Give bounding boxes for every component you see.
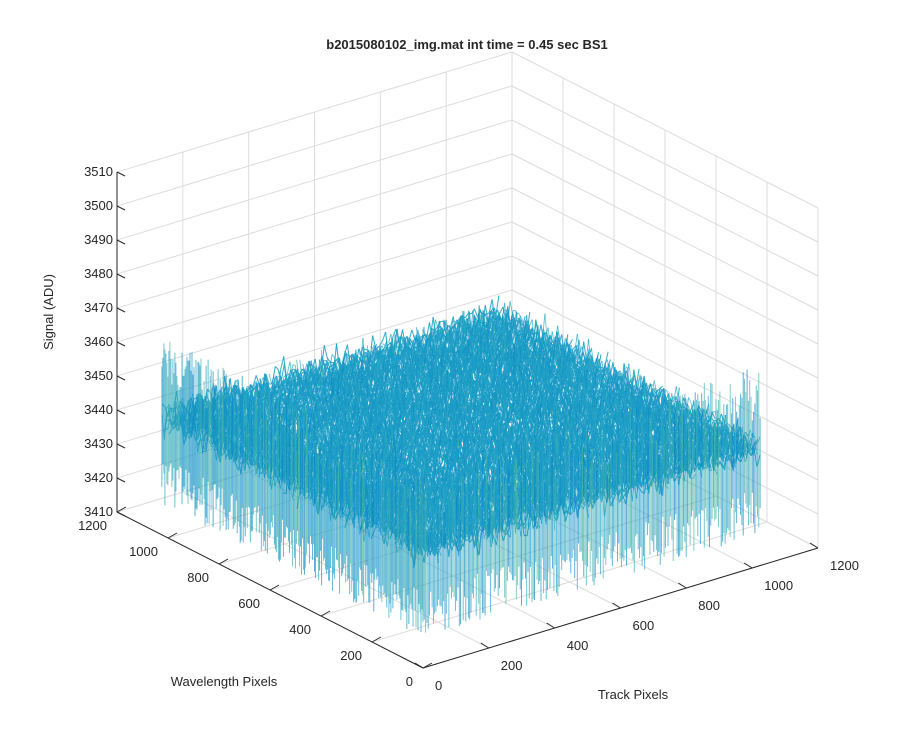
surface-segment — [369, 335, 374, 366]
surface-segment — [161, 403, 166, 408]
surface-segment — [272, 375, 277, 385]
surface-segment — [378, 340, 383, 347]
grid-line-wall-z — [116, 85, 513, 207]
surface-segment — [464, 312, 469, 319]
surface-segment — [569, 339, 573, 346]
surface-segment — [363, 348, 368, 351]
surface-segment — [473, 308, 479, 317]
grid-line-wall-z — [511, 187, 819, 345]
grid-line-wall-z — [116, 187, 513, 309]
surface-segment — [252, 375, 257, 387]
grid-line-wall-z — [511, 255, 819, 413]
surface-segment — [255, 375, 260, 385]
surface-segment — [381, 331, 387, 341]
surface-segment — [323, 345, 328, 359]
grid-line-wall-z — [116, 119, 513, 241]
surface-segment — [392, 329, 397, 338]
grid-line-floor-y — [371, 521, 768, 643]
surface-segment — [274, 366, 279, 370]
surface-segment — [349, 353, 354, 358]
surface-mesh — [161, 295, 761, 633]
surface-segment — [411, 329, 416, 339]
surface-segment — [395, 329, 400, 342]
surface-segment — [265, 374, 270, 385]
grid-line-wall-z — [116, 255, 513, 377]
surface-segment — [401, 336, 406, 346]
grid-line-wall-z — [116, 221, 513, 343]
surface-segment — [385, 346, 390, 350]
grid-line-wall-z — [511, 221, 819, 379]
grid-line-wall-z — [511, 85, 819, 243]
surface-segment — [449, 316, 454, 329]
surface-segment — [400, 336, 405, 345]
surface-segment — [499, 306, 504, 314]
surface-segment — [280, 356, 285, 370]
grid-line-wall-z — [511, 119, 819, 277]
grid-line-wall-z — [511, 153, 819, 311]
surface-segment — [335, 343, 341, 372]
surface-segment — [488, 299, 493, 314]
grid-line-wall-z — [511, 51, 819, 209]
grid-line-wall-z — [116, 51, 513, 173]
grid-line-wall-z — [511, 289, 819, 447]
surface-segment — [280, 363, 285, 380]
grid-line-wall-z — [116, 153, 513, 275]
